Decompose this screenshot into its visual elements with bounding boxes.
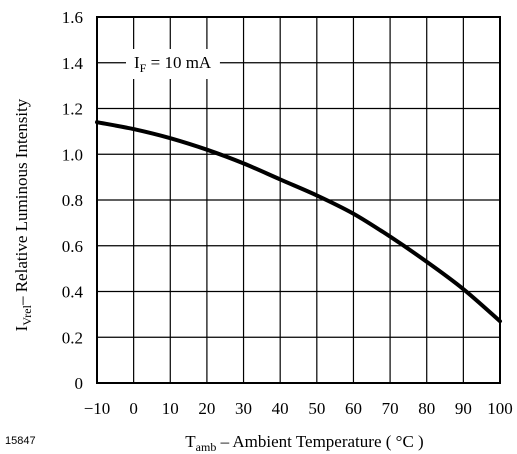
- y-tick-label-1: 0.2: [62, 328, 83, 347]
- y-tick-label-5: 1.0: [62, 145, 83, 164]
- y-tick-label-4: 0.8: [62, 191, 83, 210]
- tick-labels: −10 0 10 20 30 40 50 60 70 80 90 10000.20.40.60.81.…: [62, 8, 513, 418]
- y-tick-label-2: 0.4: [62, 283, 84, 302]
- y-tick-label-0: 0: [75, 374, 84, 393]
- x-tick-label-11: 100: [487, 399, 513, 418]
- x-axis-label: Tamb – Ambient Temperature ( °C ): [185, 432, 423, 454]
- y-axis-label: IVrel– Relative Luminous Intensity: [12, 98, 34, 331]
- y-tick-label-6: 1.2: [62, 100, 83, 119]
- x-tick-label-4: 30: [235, 399, 252, 418]
- x-tick-label-1: 0: [129, 399, 138, 418]
- annotation-label: IF = 10 mA: [134, 53, 212, 75]
- figure-number: 15847: [5, 435, 36, 447]
- x-tick-label-7: 60: [345, 399, 362, 418]
- y-tick-label-8: 1.6: [62, 8, 83, 27]
- x-tick-label-5: 40: [272, 399, 289, 418]
- series-line: [95, 120, 502, 324]
- x-tick-label-2: 10: [162, 399, 179, 418]
- x-tick-label-3: 20: [198, 399, 215, 418]
- annotation-background: [126, 49, 220, 79]
- y-tick-label-7: 1.4: [62, 54, 84, 73]
- x-tick-label-6: 50: [308, 399, 325, 418]
- x-tick-label-8: 70: [382, 399, 399, 418]
- y-tick-label-3: 0.6: [62, 237, 83, 256]
- x-tick-label-10: 90: [455, 399, 472, 418]
- plot-frame: [96, 16, 501, 384]
- x-tick-label-9: 80: [418, 399, 435, 418]
- x-tick-label-0: −10: [84, 399, 111, 418]
